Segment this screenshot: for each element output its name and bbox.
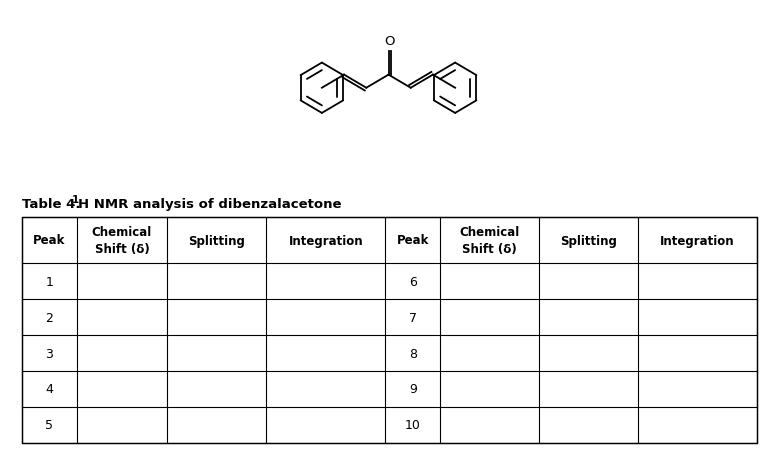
Text: Splitting: Splitting [188,234,246,247]
Text: 5: 5 [45,419,54,431]
Text: 6: 6 [409,275,416,288]
Text: 1: 1 [45,275,53,288]
Text: Splitting: Splitting [560,234,617,247]
Text: 3: 3 [45,347,53,360]
Text: Peak: Peak [396,234,429,247]
Text: 9: 9 [409,383,416,396]
Text: O: O [385,35,395,48]
Text: 2: 2 [45,311,53,324]
Text: 1: 1 [72,195,79,205]
Text: 8: 8 [409,347,416,360]
Text: Chemical
Shift (δ): Chemical Shift (δ) [459,226,520,255]
Text: H NMR analysis of dibenzalacetone: H NMR analysis of dibenzalacetone [78,197,342,211]
Text: Peak: Peak [33,234,65,247]
Bar [22,218,757,443]
Text: Integration: Integration [660,234,735,247]
Text: Table 4.: Table 4. [22,197,85,211]
Text: Integration: Integration [288,234,363,247]
Text: Chemical
Shift (δ): Chemical Shift (δ) [92,226,152,255]
Text: 4: 4 [45,383,53,396]
Text: 10: 10 [405,419,420,431]
Text: 7: 7 [409,311,416,324]
